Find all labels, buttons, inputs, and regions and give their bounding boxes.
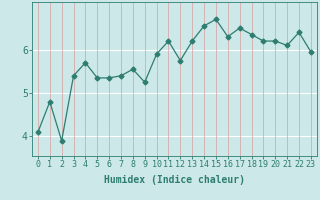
X-axis label: Humidex (Indice chaleur): Humidex (Indice chaleur) [104,175,245,185]
